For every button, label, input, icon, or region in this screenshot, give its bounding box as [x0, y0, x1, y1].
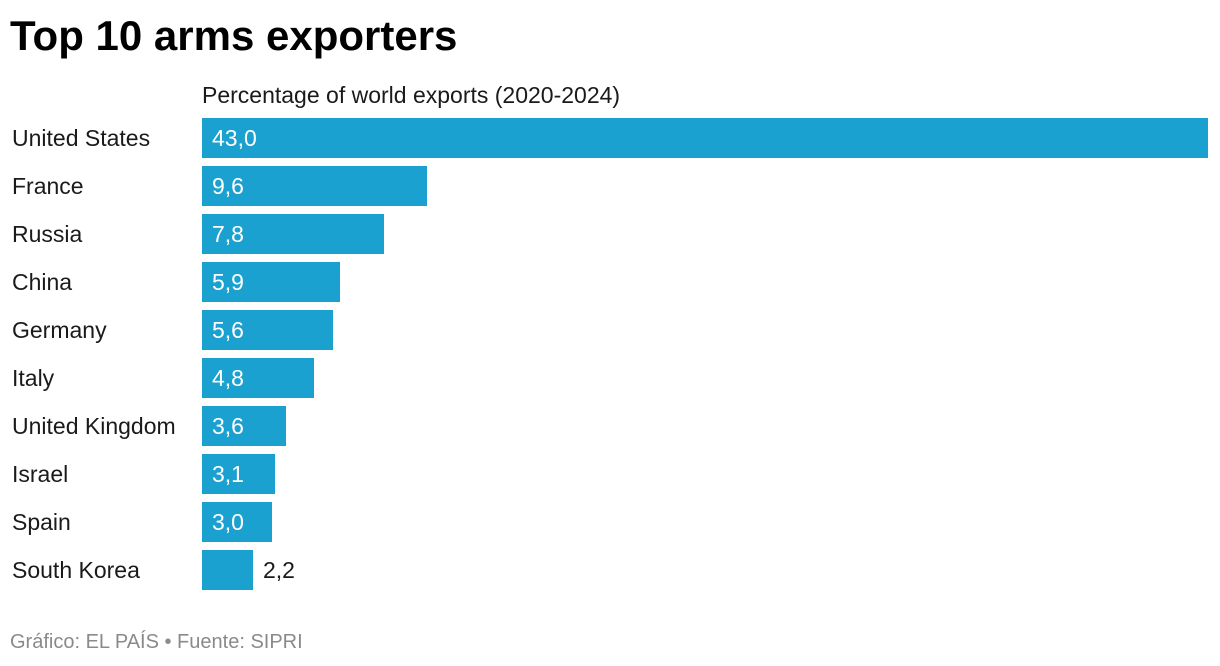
bar: [202, 454, 275, 494]
bar-chart: United States 43,0 France 9,6 Russia 7,8 China…: [0, 110, 1220, 600]
category-label: China: [12, 269, 73, 295]
category-label: South Korea: [12, 557, 140, 583]
bar: [202, 214, 384, 254]
bar: [202, 358, 314, 398]
chart-title: Top 10 arms exporters: [10, 12, 458, 59]
category-label: Spain: [12, 509, 71, 535]
category-label: France: [12, 173, 84, 199]
value-label: 5,9: [212, 269, 244, 295]
value-label: 2,2: [263, 557, 295, 583]
category-label: Israel: [12, 461, 69, 487]
chart-source-credit: Gráfico: EL PAÍS • Fuente: SIPRI: [10, 631, 303, 653]
category-label: United States: [12, 125, 151, 151]
value-label: 3,1: [212, 461, 244, 487]
value-label: 7,8: [212, 221, 244, 247]
category-label: Germany: [12, 317, 107, 343]
value-label: 4,8: [212, 365, 244, 391]
bar: [202, 118, 1208, 158]
value-label: 43,0: [212, 125, 257, 151]
bar: [202, 262, 340, 302]
value-label: 9,6: [212, 173, 244, 199]
bar: [202, 502, 272, 542]
bar: [202, 166, 427, 206]
category-label: Italy: [12, 365, 55, 391]
chart-subtitle: Percentage of world exports (2020-2024): [202, 82, 621, 108]
value-label: 3,0: [212, 509, 244, 535]
value-label: 5,6: [212, 317, 244, 343]
category-label: United Kingdom: [12, 413, 176, 439]
value-label: 3,6: [212, 413, 244, 439]
bar: [202, 406, 286, 446]
category-label: Russia: [12, 221, 83, 247]
bar: [202, 310, 333, 350]
bar: [202, 550, 253, 590]
